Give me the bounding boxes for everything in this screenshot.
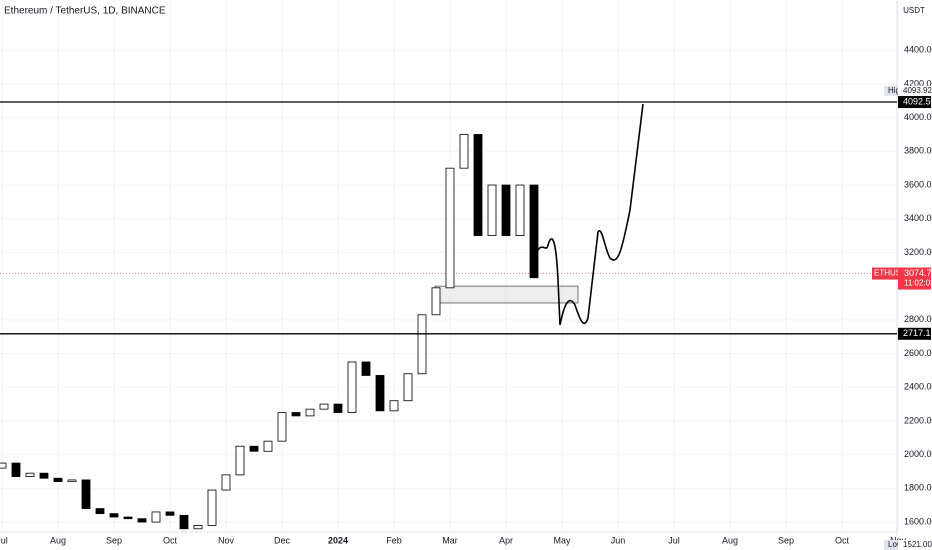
x-tick-label: Oct [163, 535, 178, 545]
y-tick-label: 2200.00 [904, 415, 932, 425]
x-tick-label: Oct [835, 535, 850, 545]
high-name-bg [884, 85, 904, 96]
x-tick-label: May [553, 535, 571, 545]
candle-body [39, 472, 49, 479]
candle-body [95, 508, 105, 515]
candle-body [487, 184, 497, 236]
x-tick-label: Apr [499, 535, 513, 545]
candle-body [67, 479, 77, 483]
candle-body [123, 516, 133, 520]
candle-body [11, 462, 21, 477]
x-tick-label: Mar [442, 535, 458, 545]
countdown: 11:02:03 [904, 279, 932, 288]
candle-body [221, 474, 231, 491]
high-value: 4093.92 [903, 86, 932, 95]
y-tick-label: 2400.00 [904, 382, 932, 392]
low-value-bg [898, 540, 931, 550]
y-tick-label: 3400.00 [904, 213, 932, 223]
low-name: Low [888, 540, 903, 549]
x-tick-label: Sep [106, 535, 122, 545]
y-tick-label: 3200.00 [904, 247, 932, 257]
candle-body [473, 134, 483, 236]
candle-body [375, 375, 385, 412]
last-price-bg [898, 267, 931, 290]
candle-body [291, 412, 301, 417]
candle-body [417, 314, 427, 375]
y-tick-label: 1600.00 [904, 516, 932, 526]
plot [0, 134, 897, 530]
candle-body [361, 361, 371, 376]
y-tick-label: 4000.00 [904, 112, 932, 122]
x-tick-label: Jun [611, 535, 626, 545]
projection-path [533, 103, 644, 326]
candle-body [319, 403, 329, 410]
y-tick-label: 3800.00 [904, 146, 932, 156]
candle-body [459, 134, 469, 169]
candle-body [529, 184, 539, 279]
candle-body [333, 403, 343, 413]
candle-body [347, 361, 357, 413]
candle-body [0, 462, 7, 469]
x-tick-label: Jul [0, 535, 8, 545]
last-price-label: 3074.70 [904, 268, 932, 278]
high-name: High [888, 86, 904, 95]
y-tick-label: 4200.00 [904, 78, 932, 88]
last-price-name: ETHUSDT [874, 269, 912, 278]
last-price-name-bg [872, 267, 905, 280]
level-label-bg [898, 96, 931, 109]
candle-body [193, 525, 203, 530]
candle-body [207, 489, 217, 526]
x-tick-label: Aug [50, 535, 66, 545]
candle-body [165, 511, 175, 516]
y-tick-label: 4400.00 [904, 45, 932, 55]
candle-body [445, 167, 455, 289]
level-label: 4092.50 [903, 96, 932, 106]
y-tick-label: 1800.00 [904, 483, 932, 493]
level-label: 2717.18 [903, 328, 932, 338]
x-tick-label: Feb [386, 535, 402, 545]
y-tick-label: 2600.00 [904, 348, 932, 358]
x-tick-label: Sep [778, 535, 794, 545]
candle-body [151, 511, 161, 523]
candle-body [25, 472, 35, 477]
x-tick-label: 2024 [328, 535, 348, 545]
x-tick-label: Aug [722, 535, 738, 545]
candle-body [249, 445, 259, 452]
candle-body [53, 477, 63, 483]
candle-body [501, 184, 511, 236]
currency-label: USDT [903, 6, 925, 15]
low-value: 1521.00 [903, 540, 932, 549]
y-tick-label: 2800.00 [904, 314, 932, 324]
candle-body [263, 440, 273, 452]
candle-body [389, 400, 399, 412]
y-tick-label: 3600.00 [904, 179, 932, 189]
x-tick-label: Jul [668, 535, 680, 545]
high-value-bg [898, 85, 931, 96]
zone-box [434, 285, 579, 304]
candle-body [179, 514, 189, 530]
low-name-bg [884, 540, 904, 550]
y-tick-label: 2000.00 [904, 449, 932, 459]
candle-body [403, 373, 413, 402]
candle-body [137, 518, 147, 523]
chart-title: Ethereum / TetherUS, 1D, BINANCE [4, 6, 166, 17]
candle-body [277, 412, 287, 442]
x-tick-label: Dec [274, 535, 291, 545]
x-tick-label: Nov [218, 535, 235, 545]
level-label-bg [898, 327, 931, 340]
candle-body [235, 445, 245, 476]
candle-body [81, 479, 91, 509]
candle-body [109, 513, 119, 518]
candle-body [431, 287, 441, 316]
candle-body [515, 184, 525, 236]
candle-body [305, 408, 315, 417]
